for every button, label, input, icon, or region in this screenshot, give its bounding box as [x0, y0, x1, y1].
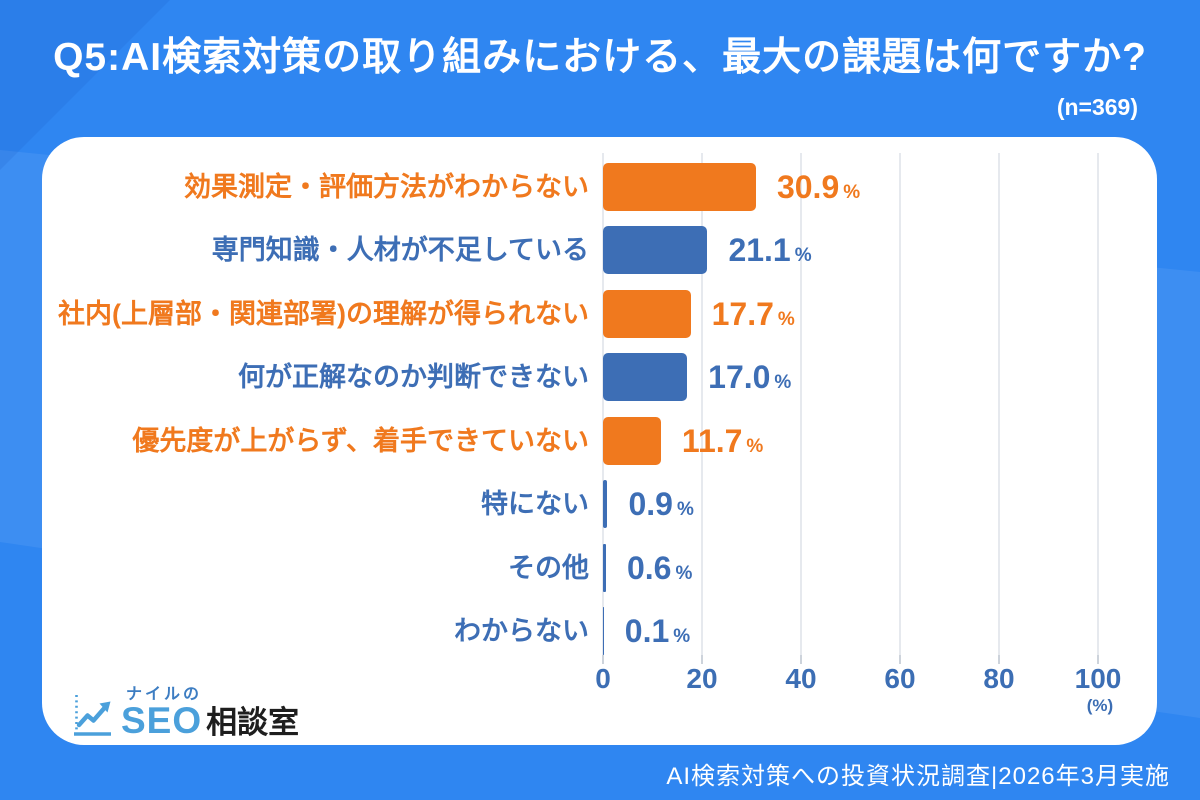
value-label: 21.1% — [728, 232, 812, 269]
bar-row: 効果測定・評価方法がわからない 30.9% — [42, 162, 1157, 212]
x-axis-tick — [701, 655, 703, 664]
bar-row: その他 0.6% — [42, 543, 1157, 593]
category-label: 何が正解なのか判断できない — [238, 362, 589, 393]
x-axis-tick-label: 100 — [1074, 663, 1122, 694]
bar — [603, 353, 688, 402]
category-label: 効果測定・評価方法がわからない — [184, 172, 589, 202]
bar-row: 優先度が上がらず、着手できていない 11.7% — [42, 416, 1157, 466]
x-axis-tick-label: 60 — [884, 663, 916, 694]
x-axis-tick-label: 40 — [785, 663, 817, 694]
x-gridline — [899, 153, 901, 655]
bar-row: 社内(上層部・関連部署)の理解が得られない 17.7% — [42, 289, 1157, 339]
bar — [603, 416, 661, 465]
x-gridline — [998, 153, 1000, 655]
value-label: 0.1% — [624, 613, 691, 650]
brand-logo-text: ナイルの SEO 相談室 — [121, 680, 300, 741]
category-label: 特にない — [481, 489, 589, 520]
category-label: 専門知識・人材が不足している — [211, 235, 589, 266]
brand-logo-seo-label: SEO — [121, 700, 203, 741]
x-axis-unit-label: (%) — [1086, 696, 1114, 715]
bar — [603, 480, 608, 529]
x-axis-tick-label: 20 — [686, 663, 718, 694]
bar — [603, 543, 606, 592]
bar — [603, 163, 756, 211]
x-axis-tick — [998, 655, 1000, 664]
x-axis-tick — [800, 655, 802, 664]
bar-row: 特にない 0.9% — [42, 479, 1157, 529]
x-axis-tick-label: 80 — [983, 663, 1015, 694]
x-gridline — [800, 153, 802, 655]
bar-row: わからない 0.1% — [42, 606, 1157, 656]
chart-card: 0 20 40 60 80 100 効果測定・評価方法がわからない 30.9% 専門知識・人材が… — [42, 137, 1157, 745]
category-label: 優先度が上がらず、着手できていない — [132, 425, 589, 456]
bar — [603, 607, 604, 656]
trend-line-chart-icon — [74, 694, 111, 736]
value-label: 30.9% — [776, 169, 861, 205]
category-label: 社内(上層部・関連部署)の理解が得られない — [58, 298, 589, 329]
bar — [603, 226, 708, 275]
x-axis-tick-label: 0 — [595, 663, 611, 694]
x-axis-tick — [1097, 655, 1099, 664]
value-label: 0.9% — [628, 486, 694, 523]
value-label: 0.6% — [626, 549, 693, 586]
category-label: その他 — [508, 552, 589, 583]
x-gridline — [701, 153, 703, 655]
bar-row: 専門知識・人材が不足している 21.1% — [42, 225, 1157, 275]
x-gridline — [1097, 153, 1099, 655]
page-title: Q5:AI検索対策の取り組みにおける、最大の課題は何ですか? — [53, 36, 1147, 79]
value-label: 17.0% — [708, 359, 792, 396]
x-axis-tick — [899, 655, 901, 664]
value-label: 17.7% — [711, 295, 795, 332]
bar-row: 何が正解なのか判断できない 17.0% — [42, 352, 1157, 402]
x-gridline — [602, 153, 604, 655]
bar-chart: 0 20 40 60 80 100 効果測定・評価方法がわからない 30.9% 専門知識・人材が… — [42, 137, 1157, 745]
footer-source-label: AI検索対策への投資状況調査|2026年3月実施 — [666, 763, 1170, 790]
brand-logo-top-label: ナイルの — [126, 686, 203, 703]
brand-logo-suffix-label: 相談室 — [206, 705, 300, 740]
category-label: わからない — [454, 616, 589, 647]
value-label: 11.7% — [681, 422, 764, 459]
bar — [603, 289, 691, 338]
x-axis-tick — [602, 655, 604, 664]
sample-size-label: (n=369) — [1056, 94, 1138, 120]
brand-logo: ナイルの SEO 相談室 — [73, 680, 300, 741]
